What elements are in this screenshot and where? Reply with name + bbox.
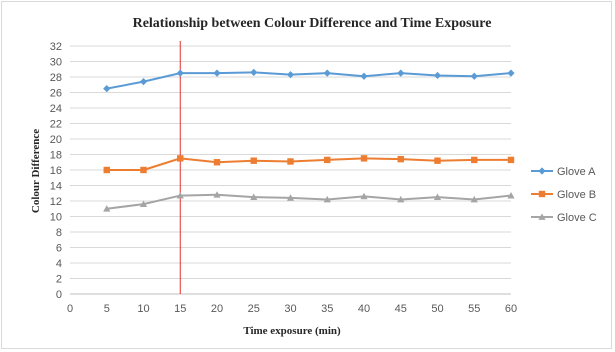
series-line-glove-a bbox=[106, 71, 512, 90]
series-glove-a bbox=[103, 68, 515, 93]
chart-title: Relationship between Colour Difference a… bbox=[133, 16, 492, 31]
triangle-marker bbox=[397, 195, 405, 203]
x-tick-label: 45 bbox=[395, 303, 407, 315]
y-tick-label: 14 bbox=[50, 181, 62, 193]
x-tick-label: 10 bbox=[137, 303, 149, 315]
legend-label: Glove C bbox=[557, 212, 597, 224]
diamond-marker bbox=[103, 85, 111, 93]
series-glove-c bbox=[103, 191, 515, 212]
x-tick-label: 55 bbox=[468, 303, 480, 315]
legend-item-glove-b: Glove B bbox=[531, 189, 596, 201]
square-marker bbox=[471, 156, 478, 164]
diamond-marker bbox=[470, 72, 478, 80]
triangle-marker bbox=[470, 195, 478, 203]
square-marker bbox=[507, 156, 515, 164]
series-line-glove-b bbox=[106, 157, 511, 171]
triangle-marker bbox=[433, 193, 442, 201]
square-marker bbox=[103, 166, 110, 174]
diamond-marker bbox=[323, 69, 331, 77]
y-tick-label: 24 bbox=[50, 103, 62, 115]
diamond-marker bbox=[139, 78, 148, 86]
y-tick-label: 28 bbox=[50, 72, 62, 84]
x-tick-label: 0 bbox=[67, 303, 73, 315]
x-axis-title: Time exposure (min) bbox=[243, 325, 341, 337]
triangle-marker bbox=[176, 191, 184, 199]
square-marker bbox=[434, 157, 441, 164]
square-marker bbox=[213, 159, 221, 166]
x-tick-label: 60 bbox=[505, 303, 517, 315]
triangle-marker bbox=[360, 192, 368, 200]
x-tick-label: 20 bbox=[211, 303, 223, 315]
y-tick-label: 12 bbox=[50, 196, 62, 208]
square-marker bbox=[140, 166, 147, 174]
triangle-marker bbox=[323, 195, 331, 203]
diamond-marker bbox=[538, 167, 546, 175]
legend-item-glove-c: Glove C bbox=[531, 212, 597, 224]
y-tick-label: 30 bbox=[50, 57, 62, 69]
x-tick-labels: 0 5 10 15 20 25 30 35 40 45 50 55 60 bbox=[67, 303, 517, 315]
diamond-marker bbox=[360, 72, 368, 80]
x-tick-label: 50 bbox=[431, 303, 443, 315]
diamond-marker bbox=[250, 68, 258, 76]
y-axis-title: Colour Difference bbox=[30, 129, 42, 213]
series-group bbox=[103, 68, 515, 212]
y-tick-label: 18 bbox=[50, 150, 62, 162]
legend: Glove A Glove B Glove C bbox=[531, 166, 597, 224]
diamond-marker bbox=[397, 69, 405, 77]
y-tick-label: 26 bbox=[50, 88, 62, 100]
legend-label: Glove A bbox=[557, 166, 596, 178]
diamond-marker bbox=[433, 71, 442, 80]
triangle-marker bbox=[213, 191, 221, 198]
triangle-marker bbox=[538, 213, 546, 220]
x-tick-label: 40 bbox=[358, 303, 370, 315]
y-tick-label: 22 bbox=[50, 119, 62, 131]
y-tick-label: 10 bbox=[50, 212, 62, 224]
y-tick-label: 2 bbox=[56, 274, 62, 286]
x-tick-label: 30 bbox=[284, 303, 296, 315]
y-tick-label: 32 bbox=[50, 41, 62, 53]
square-marker bbox=[360, 155, 368, 162]
triangle-marker bbox=[507, 191, 515, 199]
y-tick-label: 4 bbox=[56, 258, 62, 270]
triangle-marker bbox=[250, 193, 258, 201]
triangle-marker bbox=[139, 200, 148, 207]
y-tick-label: 20 bbox=[50, 134, 62, 146]
x-tick-label: 25 bbox=[248, 303, 260, 315]
diamond-marker bbox=[507, 69, 515, 77]
x-tick-label: 15 bbox=[174, 303, 186, 315]
y-tick-label: 0 bbox=[56, 289, 62, 301]
triangle-marker bbox=[103, 205, 111, 212]
series-glove-b bbox=[103, 155, 515, 174]
diamond-marker bbox=[176, 69, 184, 77]
square-marker bbox=[177, 155, 184, 162]
x-tick-label: 35 bbox=[321, 303, 333, 315]
diamond-marker bbox=[213, 69, 221, 77]
square-marker bbox=[287, 158, 294, 165]
series-line-glove-c bbox=[106, 193, 512, 210]
diamond-marker bbox=[286, 71, 295, 79]
square-marker bbox=[538, 190, 546, 198]
square-marker bbox=[324, 156, 331, 164]
square-marker bbox=[397, 155, 404, 163]
legend-item-glove-a: Glove A bbox=[531, 166, 596, 178]
y-tick-label: 16 bbox=[50, 165, 62, 177]
triangle-marker bbox=[286, 194, 295, 201]
x-tick-label: 5 bbox=[104, 303, 110, 315]
y-tick-label: 6 bbox=[56, 243, 62, 255]
square-marker bbox=[250, 157, 257, 164]
y-tick-label: 8 bbox=[56, 227, 62, 239]
legend-label: Glove B bbox=[557, 189, 596, 201]
